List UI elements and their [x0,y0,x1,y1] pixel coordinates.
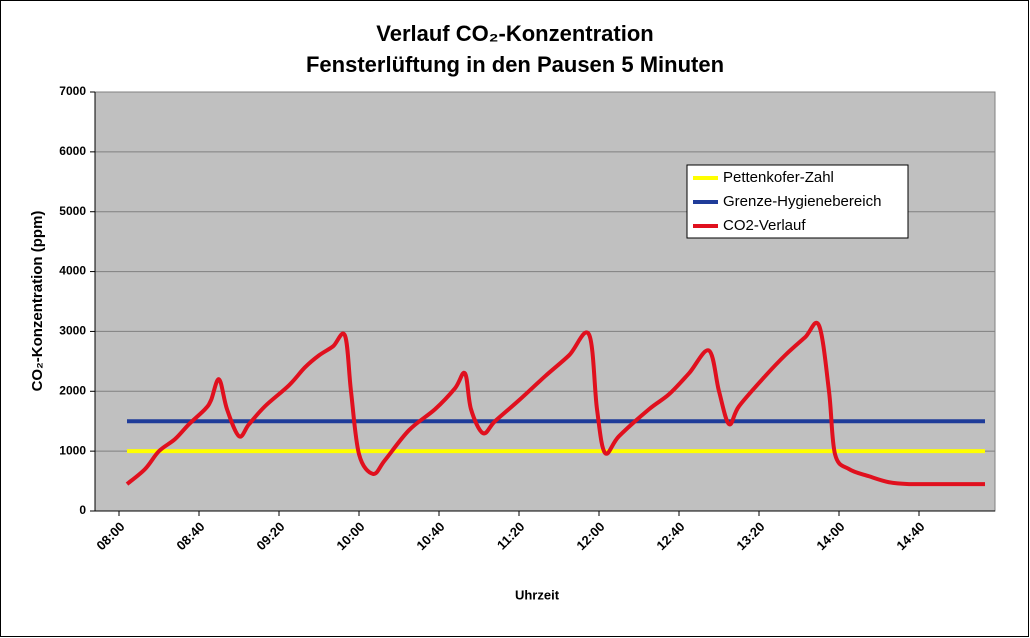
plot-area [94,91,996,512]
y-tick-label: 2000 [59,383,86,397]
y-tick-label: 6000 [59,144,86,158]
y-tick-label: 3000 [59,324,86,338]
legend-label: CO2-Verlauf [723,217,806,234]
y-axis-label: CO₂-Konzentration (ppm) [29,211,46,392]
y-tick-label: 0 [79,503,86,517]
legend-label: Grenze-Hygienebereich [723,193,881,210]
y-tick-label: 1000 [59,443,86,457]
x-axis-label: Uhrzeit [515,587,560,602]
legend-label: Pettenkofer-Zahl [723,169,834,186]
chart-subtitle: Fensterlüftung in den Pausen 5 Minuten [306,52,724,77]
y-tick-label: 5000 [59,204,86,218]
data-line [125,320,985,487]
chart-title: Verlauf CO₂-Konzentration [376,21,653,46]
y-tick-label: 7000 [59,84,86,98]
y-tick-label: 4000 [59,264,86,278]
legend-box [686,164,909,239]
